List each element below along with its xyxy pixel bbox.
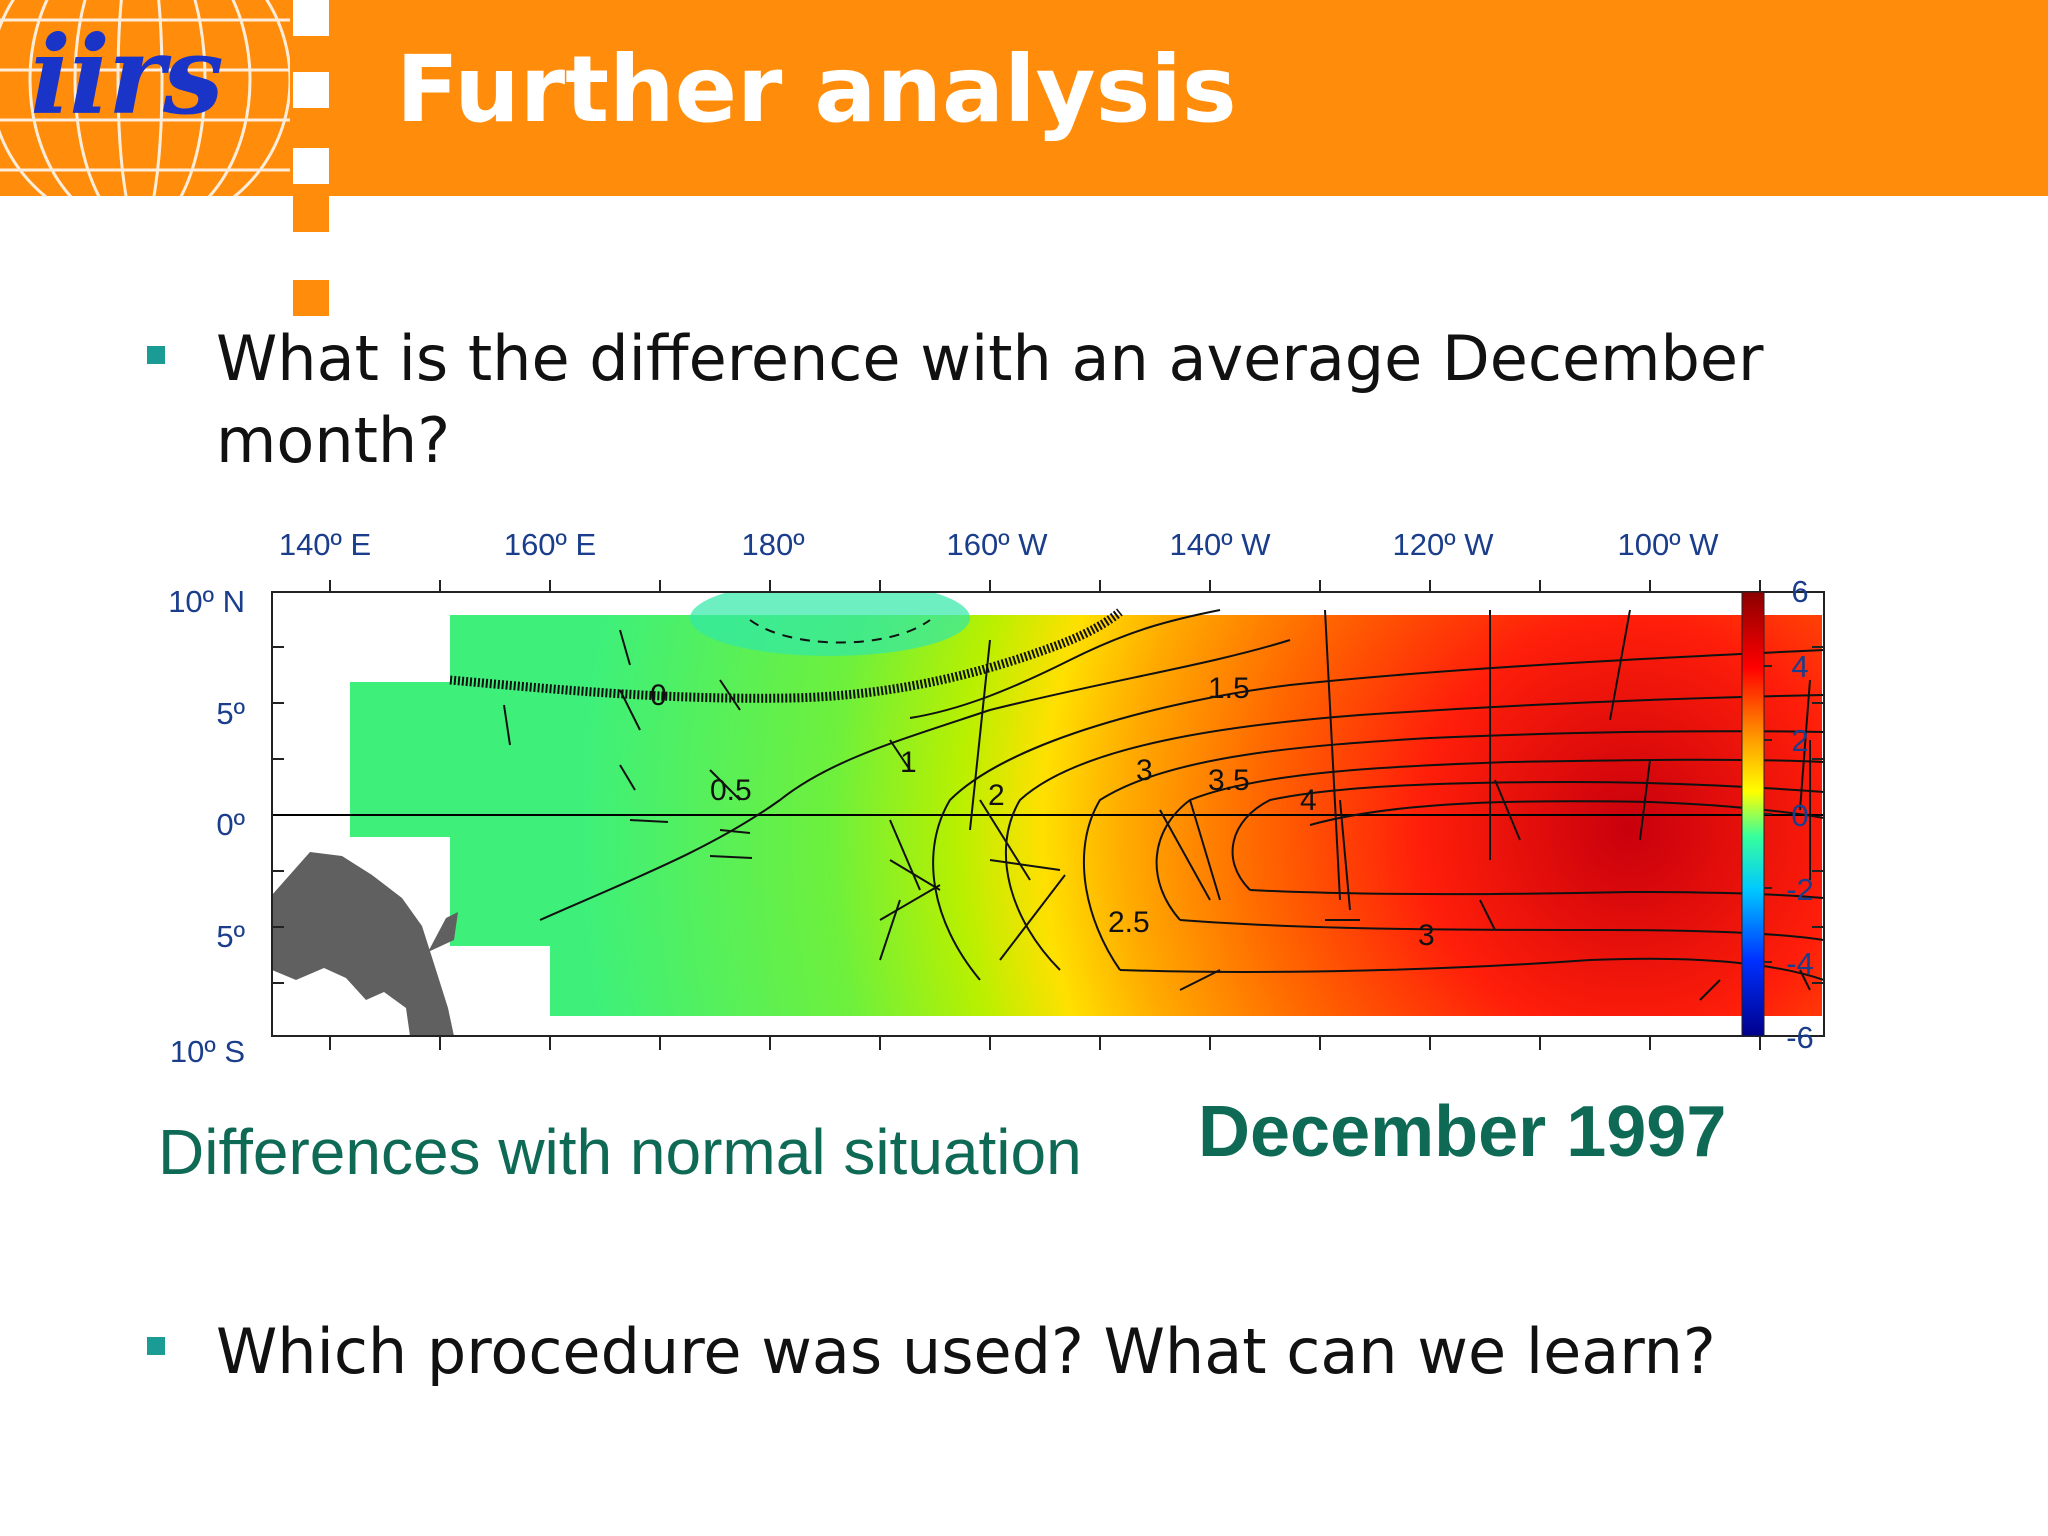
contour-label: 1	[900, 746, 917, 779]
contour-label: 3	[1418, 919, 1435, 952]
colorbar-label: -2	[1786, 872, 1814, 907]
lat-label: 5º	[216, 696, 245, 731]
lat-label: 0º	[216, 807, 245, 842]
colorbar	[1741, 591, 1765, 1037]
slide-title: Further analysis	[396, 36, 1237, 143]
contour-label: 0.5	[710, 774, 752, 807]
colorbar-label: 2	[1791, 723, 1808, 758]
lat-label: 5º	[216, 919, 245, 954]
logo: iirs	[30, 13, 224, 139]
bullet-text-1: What is the difference with an average D…	[216, 322, 1764, 477]
contour-label: 3	[1136, 754, 1153, 787]
colorbar-label: 4	[1791, 649, 1808, 684]
sst-anomaly-map: 140º E 160º E 180º 160º W 140º W 120º W …	[168, 527, 1825, 1069]
lon-label: 180º	[741, 527, 804, 562]
bullet-text-2: Which procedure was used? What can we le…	[216, 1315, 1716, 1388]
contour-label: 2.5	[1108, 906, 1150, 939]
colorbar-label: -6	[1786, 1020, 1814, 1055]
figure-caption-date: December 1997	[1198, 1092, 1727, 1172]
lon-label: 120º W	[1393, 527, 1495, 562]
contour-label: 2	[988, 779, 1005, 812]
lon-label: 160º W	[947, 527, 1049, 562]
bullet-marker	[147, 346, 165, 364]
figure-caption: Differences with normal situation	[158, 1116, 1082, 1188]
lon-label: 140º W	[1170, 527, 1272, 562]
colorbar-label: 0	[1791, 798, 1808, 833]
lon-label: 160º E	[504, 527, 596, 562]
bullet-marker	[147, 1337, 165, 1355]
lat-label: 10º N	[168, 584, 245, 619]
lon-label: 100º W	[1618, 527, 1720, 562]
contour-label: 1.5	[1208, 672, 1250, 705]
lon-label: 140º E	[279, 527, 371, 562]
header-banner	[0, 0, 2048, 196]
lat-label: 10º S	[170, 1034, 245, 1069]
contour-label: 4	[1300, 784, 1317, 817]
contour-label: 0	[650, 679, 667, 712]
globe-icon	[0, 0, 290, 196]
contour-label: 3.5	[1208, 764, 1250, 797]
colorbar-label: 6	[1791, 574, 1808, 609]
colorbar-label: -4	[1786, 946, 1814, 981]
